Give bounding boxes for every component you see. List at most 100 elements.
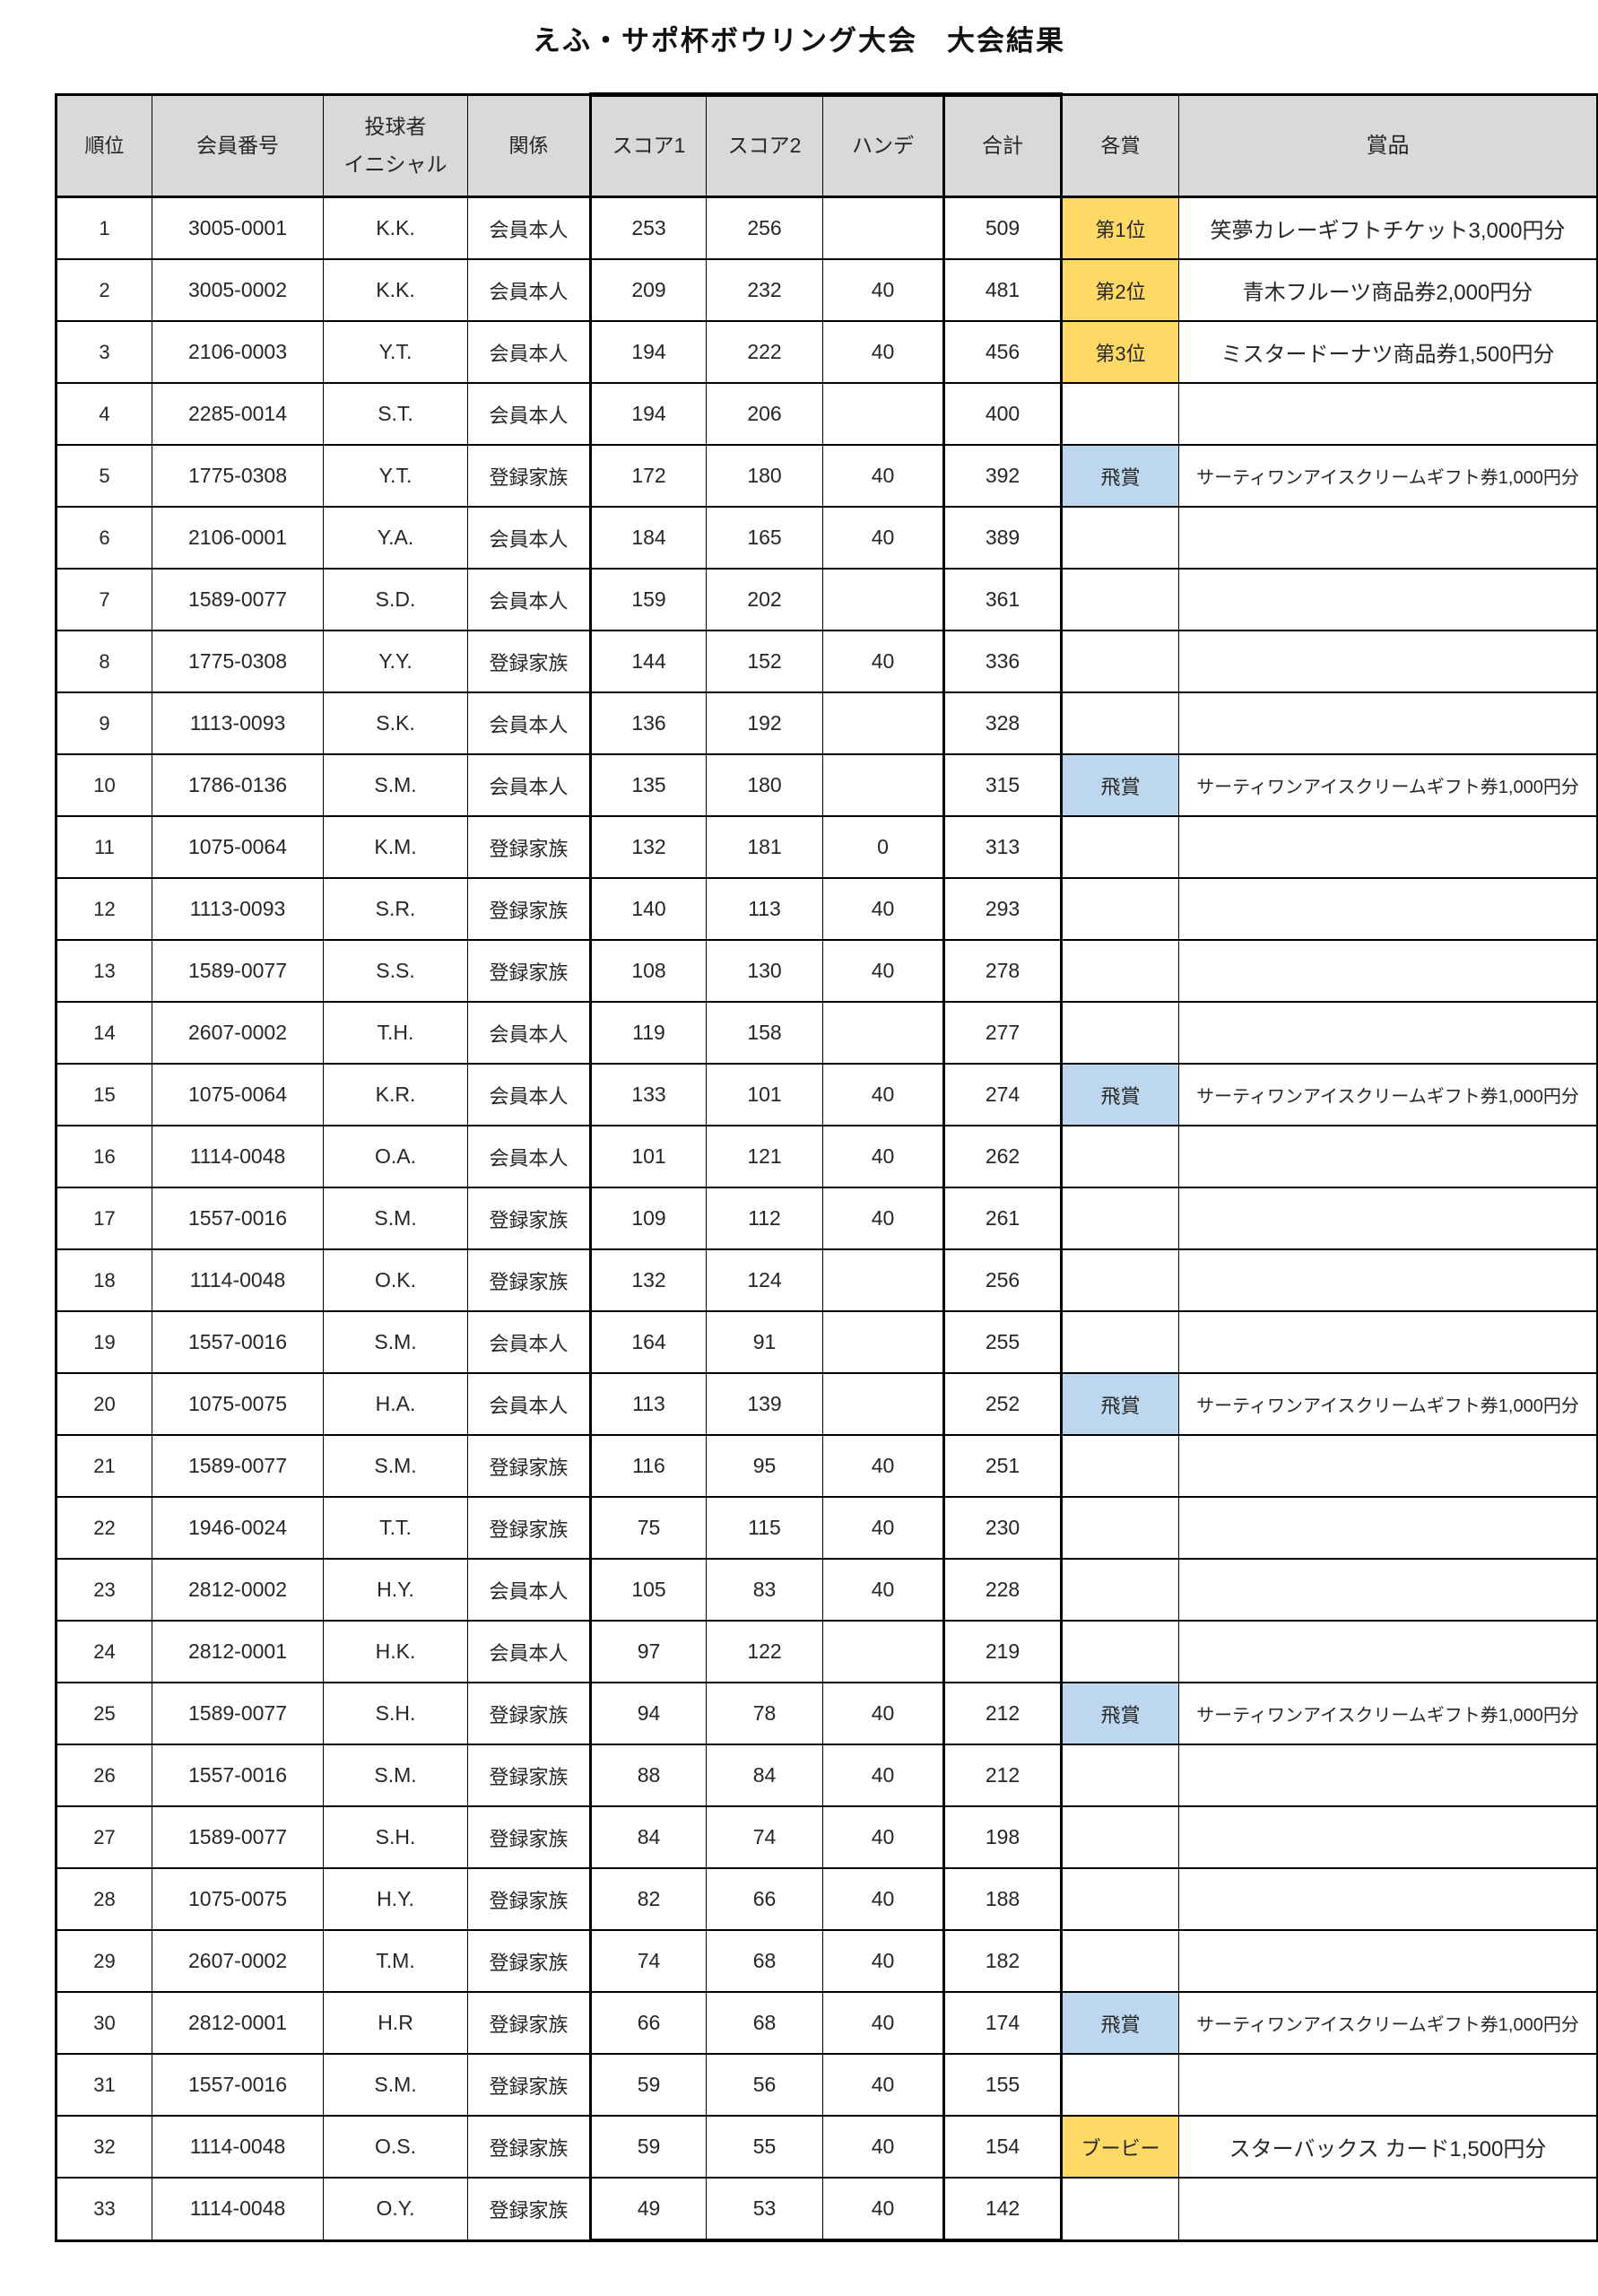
cell-award [1061, 939, 1179, 1003]
cell-score2: 222 [706, 320, 823, 384]
cell-rank: 19 [56, 1310, 152, 1374]
cell-score2: 152 [706, 630, 823, 693]
cell-relation: 登録家族 [467, 1496, 591, 1560]
header-row: 順位 会員番号 投球者 イニシャル 関係 スコア1 スコア2 ハンデ 合計 各賞 賞品 [56, 92, 1598, 198]
cell-relation: 会員本人 [467, 1001, 591, 1065]
cell-relation: 登録家族 [467, 1744, 591, 1807]
table-row: 16 1114-0048 O.A. 会員本人 101 121 40 262 [56, 1125, 1598, 1188]
cell-initials: S.S. [323, 939, 468, 1003]
cell-award [1061, 1001, 1179, 1065]
cell-score1: 172 [589, 444, 707, 508]
column-header-award: 各賞 [1061, 93, 1179, 198]
table-row: 9 1113-0093 S.K. 会員本人 136 192 328 [56, 691, 1598, 755]
cell-handicap: 40 [822, 1805, 944, 1869]
cell-score2: 53 [706, 2177, 823, 2242]
cell-relation: 会員本人 [467, 382, 591, 446]
cell-member: 1589-0077 [152, 568, 324, 631]
cell-score1: 135 [589, 753, 707, 817]
cell-member: 1114-0048 [152, 1248, 324, 1312]
cell-rank: 11 [56, 815, 152, 879]
cell-initials: S.M. [323, 1187, 468, 1250]
table-row: 6 2106-0001 Y.A. 会員本人 184 165 40 389 [56, 506, 1598, 570]
cell-score2: 56 [706, 2053, 823, 2117]
cell-score2: 91 [706, 1310, 823, 1374]
cell-score2: 84 [706, 1744, 823, 1807]
cell-prize [1178, 815, 1598, 879]
cell-score1: 49 [589, 2177, 707, 2242]
table-row: 12 1113-0093 S.R. 登録家族 140 113 40 293 [56, 877, 1598, 941]
cell-score2: 121 [706, 1125, 823, 1188]
table-row: 21 1589-0077 S.M. 登録家族 116 95 40 251 [56, 1434, 1598, 1498]
cell-total: 336 [942, 630, 1063, 693]
column-header-total: 合計 [942, 92, 1063, 198]
cell-score1: 144 [589, 630, 707, 693]
cell-prize: サーティワンアイスクリームギフト券1,000円分 [1178, 1063, 1598, 1126]
cell-score1: 82 [589, 1867, 707, 1931]
cell-relation: 会員本人 [467, 1558, 591, 1622]
cell-award: 飛賞 [1061, 1372, 1179, 1436]
cell-score1: 116 [589, 1434, 707, 1498]
table-row: 22 1946-0024 T.T. 登録家族 75 115 40 230 [56, 1496, 1598, 1560]
cell-prize [1178, 2053, 1598, 2117]
cell-total: 274 [942, 1063, 1063, 1126]
column-header-relation: 関係 [467, 93, 591, 198]
cell-award [1061, 2177, 1179, 2241]
cell-prize [1178, 877, 1598, 941]
cell-score2: 113 [706, 877, 823, 941]
table-row: 4 2285-0014 S.T. 会員本人 194 206 400 [56, 382, 1598, 446]
table-row: 24 2812-0001 H.K. 会員本人 97 122 219 [56, 1620, 1598, 1683]
cell-handicap: 40 [822, 939, 944, 1003]
cell-award [1061, 1310, 1179, 1374]
cell-score2: 74 [706, 1805, 823, 1869]
cell-relation: 会員本人 [467, 568, 591, 631]
cell-relation: 会員本人 [467, 1310, 591, 1374]
cell-award: 飛賞 [1061, 753, 1179, 817]
cell-prize [1178, 2177, 1598, 2241]
cell-award [1061, 1187, 1179, 1250]
table-row: 10 1786-0136 S.M. 会員本人 135 180 315 飛賞 サーティワンアイスク… [56, 753, 1598, 817]
cell-rank: 30 [56, 1991, 152, 2055]
cell-rank: 4 [56, 382, 152, 446]
cell-handicap: 40 [822, 506, 944, 570]
cell-score1: 109 [589, 1187, 707, 1250]
cell-rank: 21 [56, 1434, 152, 1498]
table-row: 31 1557-0016 S.M. 登録家族 59 56 40 155 [56, 2053, 1598, 2117]
cell-handicap [822, 1001, 944, 1065]
cell-award: 飛賞 [1061, 1063, 1179, 1126]
cell-total: 251 [942, 1434, 1063, 1498]
cell-rank: 25 [56, 1682, 152, 1745]
cell-rank: 10 [56, 753, 152, 817]
cell-member: 1589-0077 [152, 939, 324, 1003]
cell-total: 182 [942, 1929, 1063, 1993]
cell-total: 230 [942, 1496, 1063, 1560]
cell-prize [1178, 382, 1598, 446]
cell-initials: H.K. [323, 1620, 468, 1683]
cell-score1: 132 [589, 1248, 707, 1312]
cell-member: 2607-0002 [152, 1001, 324, 1065]
cell-rank: 14 [56, 1001, 152, 1065]
cell-total: 142 [942, 2177, 1063, 2242]
cell-initials: S.T. [323, 382, 468, 446]
cell-award [1061, 1805, 1179, 1869]
cell-handicap: 40 [822, 320, 944, 384]
cell-member: 1075-0075 [152, 1867, 324, 1931]
cell-relation: 登録家族 [467, 2177, 591, 2241]
cell-member: 1557-0016 [152, 2053, 324, 2117]
cell-initials: H.A. [323, 1372, 468, 1436]
cell-member: 1557-0016 [152, 1310, 324, 1374]
cell-member: 1589-0077 [152, 1805, 324, 1869]
cell-score2: 55 [706, 2115, 823, 2179]
cell-member: 2812-0001 [152, 1620, 324, 1683]
cell-total: 261 [942, 1187, 1063, 1250]
table-row: 2 3005-0002 K.K. 会員本人 209 232 40 481 第2位 青木フルーツ商品… [56, 258, 1598, 322]
cell-score2: 130 [706, 939, 823, 1003]
cell-initials: S.M. [323, 1744, 468, 1807]
cell-handicap: 40 [822, 258, 944, 322]
cell-member: 2812-0001 [152, 1991, 324, 2055]
cell-handicap: 40 [822, 2115, 944, 2179]
cell-prize: サーティワンアイスクリームギフト券1,000円分 [1178, 1372, 1598, 1436]
cell-handicap: 40 [822, 1867, 944, 1931]
cell-rank: 8 [56, 630, 152, 693]
cell-member: 1589-0077 [152, 1434, 324, 1498]
